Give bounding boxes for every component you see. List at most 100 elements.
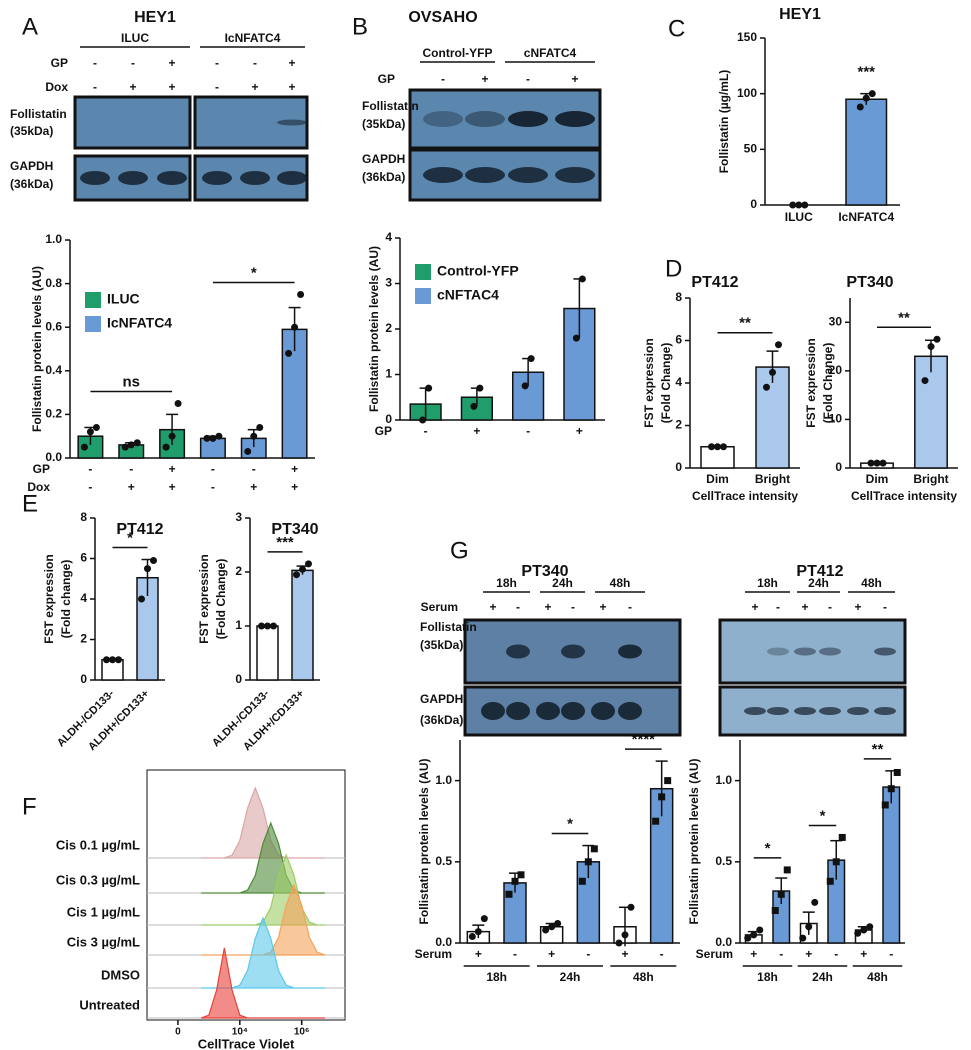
data-point (127, 441, 135, 449)
blot-row-label: Follistatin (10, 107, 67, 121)
y-axis-label: Follistatin (µg/mL) (717, 70, 731, 174)
data-point (862, 94, 870, 102)
sign: - (516, 600, 520, 614)
row-sign: - (88, 480, 92, 494)
data-point (868, 90, 876, 98)
data-point (425, 384, 433, 392)
x-tick-label: Dim (706, 472, 729, 486)
group-label: 18h (757, 970, 778, 984)
sign: + (544, 600, 551, 614)
y-tick-label: 150 (737, 30, 757, 44)
y-tick-label: 3 (235, 510, 242, 524)
data-point (795, 201, 803, 209)
y-tick-label: 0.0 (45, 450, 62, 464)
data-point (256, 423, 264, 431)
histogram-area (201, 786, 325, 859)
data-point (860, 926, 868, 934)
y-tick-label: 0 (385, 412, 392, 426)
band (794, 647, 816, 656)
row-name: Dox (27, 480, 50, 494)
y-tick-label: 10 (829, 412, 843, 426)
y-axis-label: Follistatin protein levels (AU) (367, 246, 381, 412)
data-point (805, 923, 813, 931)
significance-label: ** (898, 309, 910, 326)
y-tick-label: 6 (675, 333, 682, 347)
data-point (720, 443, 727, 451)
row-sign: - (513, 947, 517, 961)
data-point (174, 400, 182, 407)
row-sign: + (169, 480, 176, 494)
x-tick-label: 0 (175, 1027, 181, 1038)
data-point (881, 801, 889, 809)
y-tick-label: 100 (737, 86, 757, 100)
data-point (521, 382, 529, 390)
row-name: Serum (696, 947, 733, 961)
data-point (893, 768, 901, 776)
series-label: Cis 0.1 µg/mL (56, 837, 140, 852)
sign: + (168, 80, 175, 94)
band (874, 647, 896, 656)
row-name: GP (378, 72, 395, 86)
band (555, 167, 595, 183)
bar (845, 98, 888, 206)
x-tick-label: ILUC (785, 210, 813, 224)
data-point (291, 323, 299, 331)
band (874, 707, 896, 715)
data-point (480, 915, 488, 923)
group-label: Control-YFP (423, 46, 493, 60)
data-point (621, 931, 629, 939)
data-point (879, 459, 887, 467)
significance-label: ** (739, 315, 751, 332)
y-tick-label: 1.0 (435, 773, 452, 787)
bar (882, 786, 901, 944)
sign: - (131, 56, 135, 70)
significance-label: * (567, 816, 573, 833)
data-point (162, 443, 170, 451)
sign: + (489, 600, 496, 614)
band (744, 707, 766, 715)
data-point (789, 201, 797, 209)
group-label: 24h (812, 970, 833, 984)
blot-row-label: GAPDH (362, 152, 405, 166)
data-point (756, 926, 764, 934)
sign: + (801, 600, 808, 614)
plot-frame (146, 769, 346, 1021)
band (819, 647, 841, 656)
data-point (168, 432, 176, 440)
band (277, 119, 307, 126)
data-point (150, 557, 157, 565)
data-point (801, 201, 809, 209)
y-axis-label: FST expression (642, 338, 656, 427)
blot-title: OVSAHO (408, 9, 477, 26)
data-point (92, 423, 100, 431)
legend-label: IcNFATC4 (107, 315, 172, 331)
data-point (927, 343, 935, 351)
data-point (297, 291, 305, 298)
data-point (652, 817, 660, 825)
sign: + (251, 80, 258, 94)
band (508, 167, 548, 183)
x-axis-label: CellTrace intensity (692, 489, 798, 503)
group-label: 48h (867, 970, 888, 984)
band (591, 702, 615, 720)
row-sign: + (473, 424, 480, 438)
sign: - (253, 56, 257, 70)
data-point (215, 432, 223, 440)
chart-title: PT340 (271, 521, 318, 538)
sign: - (828, 600, 832, 614)
group-label: 18h (496, 576, 517, 590)
data-point (209, 434, 217, 442)
row-sign: + (475, 947, 482, 961)
row-name: GP (33, 462, 50, 476)
row-name: Dox (45, 80, 68, 94)
x-tick-label: Bright (913, 472, 948, 486)
group-label: 48h (633, 970, 654, 984)
sign: + (751, 600, 758, 614)
significance-label: * (820, 807, 826, 824)
blot-title: PT340 (521, 563, 568, 580)
y-tick-label: 1.0 (715, 773, 732, 787)
data-point (505, 890, 513, 898)
data-point (542, 926, 550, 934)
legend-label: cNFTAC4 (437, 287, 499, 303)
